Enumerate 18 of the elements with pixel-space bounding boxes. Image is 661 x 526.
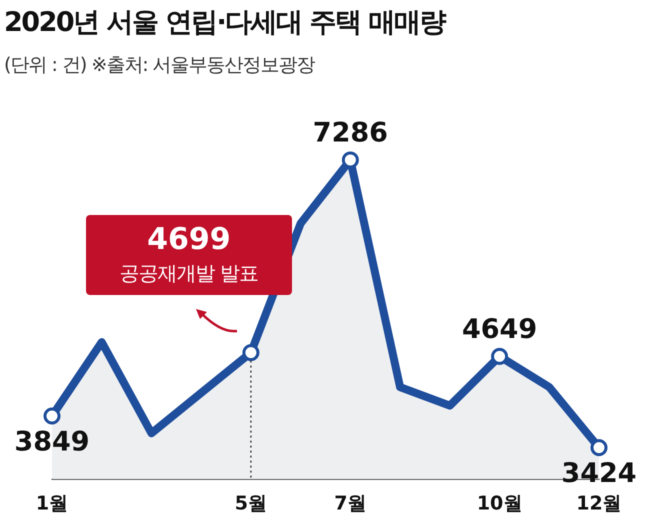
x-tick-label: 12월: [576, 492, 622, 515]
point: [242, 344, 260, 362]
data-label: 7286: [312, 117, 388, 148]
data-label: 4699: [146, 220, 232, 259]
data-label: 4649: [462, 314, 538, 345]
x-tick-label: 7월: [334, 492, 366, 515]
data-label: 3424: [561, 458, 637, 490]
x-tick-label: 1월: [36, 492, 68, 515]
point: [590, 439, 608, 456]
point: [342, 151, 359, 168]
data-label: 3849: [14, 426, 90, 458]
chart-title: 2020년 서울 연립·다세대 주택 매매량: [4, 6, 446, 40]
x-tick-label: 5월: [234, 492, 268, 515]
chart-subtitle: (단위 : 건) ※출처: 서울부동산정보광장: [4, 53, 315, 78]
point: [491, 348, 508, 365]
x-tick-label: 10월: [476, 492, 522, 515]
annotation: 공공재개발 발표: [118, 260, 260, 287]
point: [44, 407, 60, 424]
